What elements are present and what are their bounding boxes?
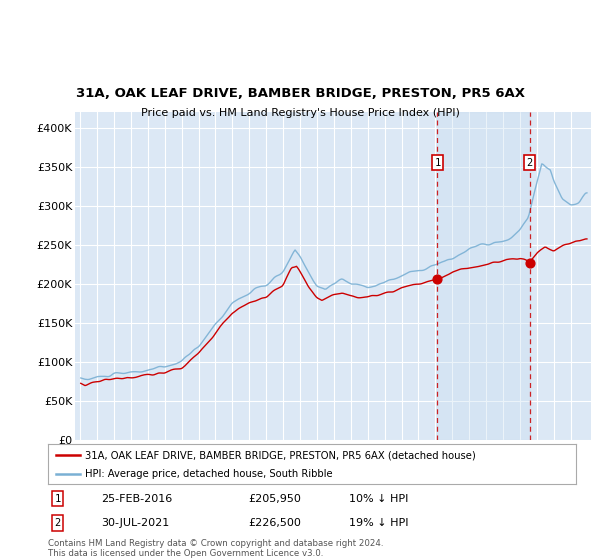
Text: 31A, OAK LEAF DRIVE, BAMBER BRIDGE, PRESTON, PR5 6AX: 31A, OAK LEAF DRIVE, BAMBER BRIDGE, PRES… [76, 87, 524, 100]
Text: Price paid vs. HM Land Registry's House Price Index (HPI): Price paid vs. HM Land Registry's House … [140, 108, 460, 118]
Text: 2: 2 [55, 518, 61, 528]
Point [525, 259, 535, 268]
Point [433, 274, 442, 283]
Text: 1: 1 [55, 494, 61, 503]
Text: 10% ↓ HPI: 10% ↓ HPI [349, 494, 409, 503]
Text: 2: 2 [527, 158, 533, 167]
Bar [437, 112, 530, 440]
Text: HPI: Average price, detached house, South Ribble: HPI: Average price, detached house, Sout… [85, 469, 332, 479]
Text: 25-FEB-2016: 25-FEB-2016 [101, 494, 172, 503]
Text: Contains HM Land Registry data © Crown copyright and database right 2024.
This d: Contains HM Land Registry data © Crown c… [48, 539, 383, 558]
Text: £226,500: £226,500 [248, 518, 302, 528]
Text: 1: 1 [434, 158, 440, 167]
Text: £205,950: £205,950 [248, 494, 302, 503]
Text: 31A, OAK LEAF DRIVE, BAMBER BRIDGE, PRESTON, PR5 6AX (detached house): 31A, OAK LEAF DRIVE, BAMBER BRIDGE, PRES… [85, 450, 476, 460]
Text: 19% ↓ HPI: 19% ↓ HPI [349, 518, 409, 528]
Text: 30-JUL-2021: 30-JUL-2021 [101, 518, 169, 528]
